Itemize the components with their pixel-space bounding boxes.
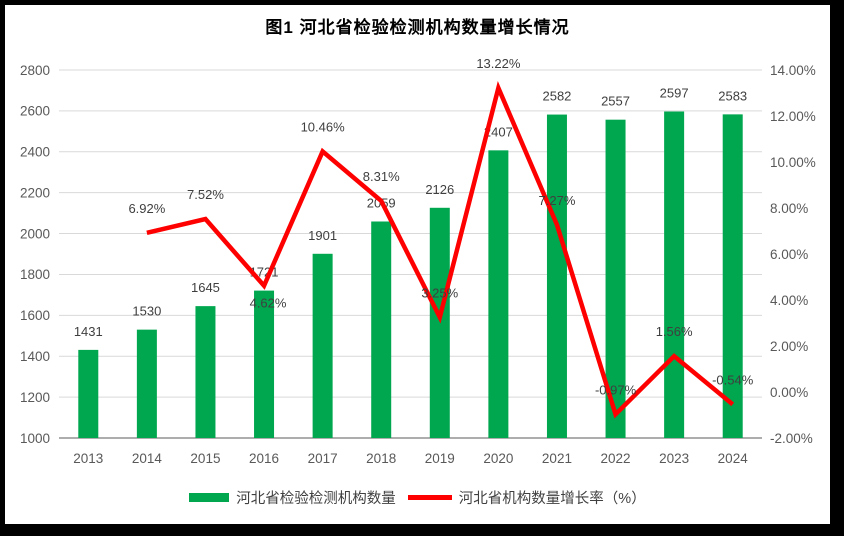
bar-label-2014: 1530 [132,304,161,319]
right-axis-tick-6.00%: 6.00% [770,247,808,262]
left-axis-tick-1400: 1400 [20,349,50,364]
chart-title: 图1 河北省检验检测机构数量增长情况 [265,18,570,37]
line-label-2014: 6.92% [128,201,165,216]
left-axis-tick-1600: 1600 [20,308,50,323]
bar-2018 [371,221,392,438]
right-axis-tick-12.00%: 12.00% [770,109,816,124]
bar-2020 [488,150,509,438]
right-axis-tick-2.00%: 2.00% [770,339,808,354]
right-axis-tick-8.00%: 8.00% [770,201,808,216]
bar-2023 [664,111,685,438]
left-axis-tick-2800: 2800 [20,63,50,78]
bar-label-2021: 2582 [542,89,571,104]
bar-2024 [722,114,743,438]
bar-label-2019: 2126 [425,182,454,197]
left-axis-tick-2000: 2000 [20,226,50,241]
bar-2022 [605,119,626,439]
right-axis-tick-10.00%: 10.00% [770,155,816,170]
bar-2017 [312,253,333,438]
left-axis-tick-2400: 2400 [20,145,50,160]
line-label-2017: 10.46% [301,119,346,134]
line-label-2015: 7.52% [187,187,224,202]
bar-2014 [136,329,157,438]
line-series-swatch [407,495,452,500]
legend-label-growth-rate: 河北省机构数量增长率（%） [458,491,646,507]
bar-label-2013: 1431 [74,324,103,339]
bar-label-2015: 1645 [191,280,220,295]
bar-label-2017: 1901 [308,228,337,243]
x-axis-label-2013: 2013 [73,451,103,466]
bar-label-2022: 2557 [601,94,630,109]
bar-2013 [78,349,99,438]
line-label-2018: 8.31% [363,169,400,184]
right-axis-tick-14.00%: 14.00% [770,63,816,78]
bar-label-2023: 2597 [660,86,689,101]
legend-item-institutions: 河北省检验检测机构数量 [189,487,396,508]
line-label-2020: 13.22% [476,56,521,71]
x-axis-label-2015: 2015 [190,451,220,466]
x-axis-label-2024: 2024 [718,451,749,466]
line-label-2022: -0.97% [595,382,637,397]
legend: 河北省检验检测机构数量 河北省机构数量增长率（%） [5,487,830,508]
right-axis-tick-4.00%: 4.00% [770,293,808,308]
line-label-2016: 4.62% [250,296,287,311]
x-axis-label-2017: 2017 [308,451,338,466]
left-axis-tick-2200: 2200 [20,185,50,200]
legend-item-growth-rate: 河北省机构数量增长率（%） [407,487,646,508]
x-axis-label-2016: 2016 [249,451,279,466]
x-axis-label-2023: 2023 [659,451,689,466]
right-axis-tick--2.00%: -2.00% [770,431,813,446]
bar-label-2024: 2583 [718,88,747,103]
x-axis-label-2019: 2019 [425,451,455,466]
legend-label-institutions: 河北省检验检测机构数量 [236,491,396,507]
bar-series-swatch [189,493,230,502]
bar-2021 [546,114,567,439]
line-label-2021: 7.27% [539,193,576,208]
left-axis-tick-2600: 2600 [20,104,50,119]
x-axis-label-2020: 2020 [483,451,513,466]
x-axis-label-2021: 2021 [542,451,572,466]
right-axis-tick-0.00%: 0.00% [770,385,808,400]
line-label-2024: -0.54% [712,372,754,387]
bar-label-2020: 2407 [484,124,513,139]
chart-frame: 图1 河北省检验检测机构数量增长情况 1000 1200 1400 1600 1800 2… [5,5,830,524]
x-axis-label-2018: 2018 [366,451,396,466]
x-axis-label-2022: 2022 [601,451,631,466]
line-label-2019: 3.25% [421,285,458,300]
x-axis-label-2014: 2014 [132,451,163,466]
growth-rate-line [146,80,735,419]
bar-2019 [429,207,450,438]
chart-canvas: 1000 1200 1400 1600 1800 2000 2200 2400 2600 2800… [20,56,816,466]
left-axis-tick-1200: 1200 [20,390,50,405]
bar-2016 [254,290,275,438]
left-axis-tick-1000: 1000 [20,431,50,446]
left-axis-tick-1800: 1800 [20,267,50,282]
bar-2015 [195,306,216,438]
line-label-2023: 1.56% [656,324,693,339]
